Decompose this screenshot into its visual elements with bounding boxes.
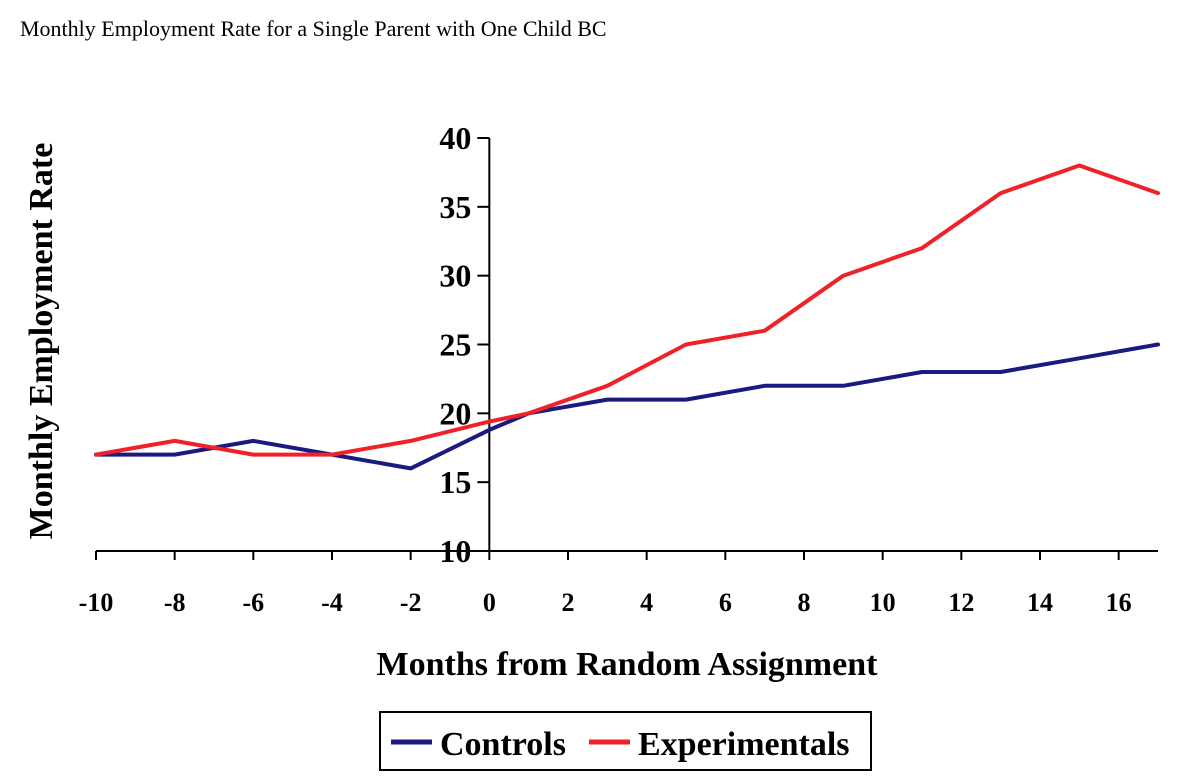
x-tick-label: -10 [79, 588, 114, 617]
x-tick-label: 10 [870, 588, 896, 617]
x-axis-title: Months from Random Assignment [377, 646, 879, 683]
y-tick-label: 10 [439, 533, 471, 569]
y-tick-label: 15 [439, 464, 471, 500]
x-tick-label: 0 [483, 588, 496, 617]
x-tick-label: 14 [1027, 588, 1053, 617]
x-tick-label: -4 [321, 588, 343, 617]
x-tick-label: 2 [562, 588, 575, 617]
x-tick-label: -2 [400, 588, 422, 617]
page-title: Monthly Employment Rate for a Single Par… [20, 16, 607, 41]
y-tick-label: 35 [439, 189, 471, 225]
y-tick-label: 25 [439, 327, 471, 363]
series-line-experimentals [94, 163, 1160, 457]
x-tick-label: -6 [242, 588, 264, 617]
x-tick-label: -8 [164, 588, 186, 617]
y-tick-label: 40 [439, 120, 471, 156]
legend-experimentals-label: Experimentals [638, 726, 850, 763]
x-tick-label: 16 [1106, 588, 1132, 617]
x-tick-label: 12 [948, 588, 974, 617]
y-axis-title: Monthly Employment Rate [23, 143, 60, 540]
legend: Controls Experimentals [379, 711, 872, 771]
x-tick-label: 4 [640, 588, 653, 617]
y-tick-label: 30 [439, 258, 471, 294]
legend-controls-label: Controls [440, 726, 566, 763]
x-tick-label: 6 [719, 588, 732, 617]
series-line-controls [94, 342, 1160, 471]
x-tick-label: 8 [798, 588, 811, 617]
